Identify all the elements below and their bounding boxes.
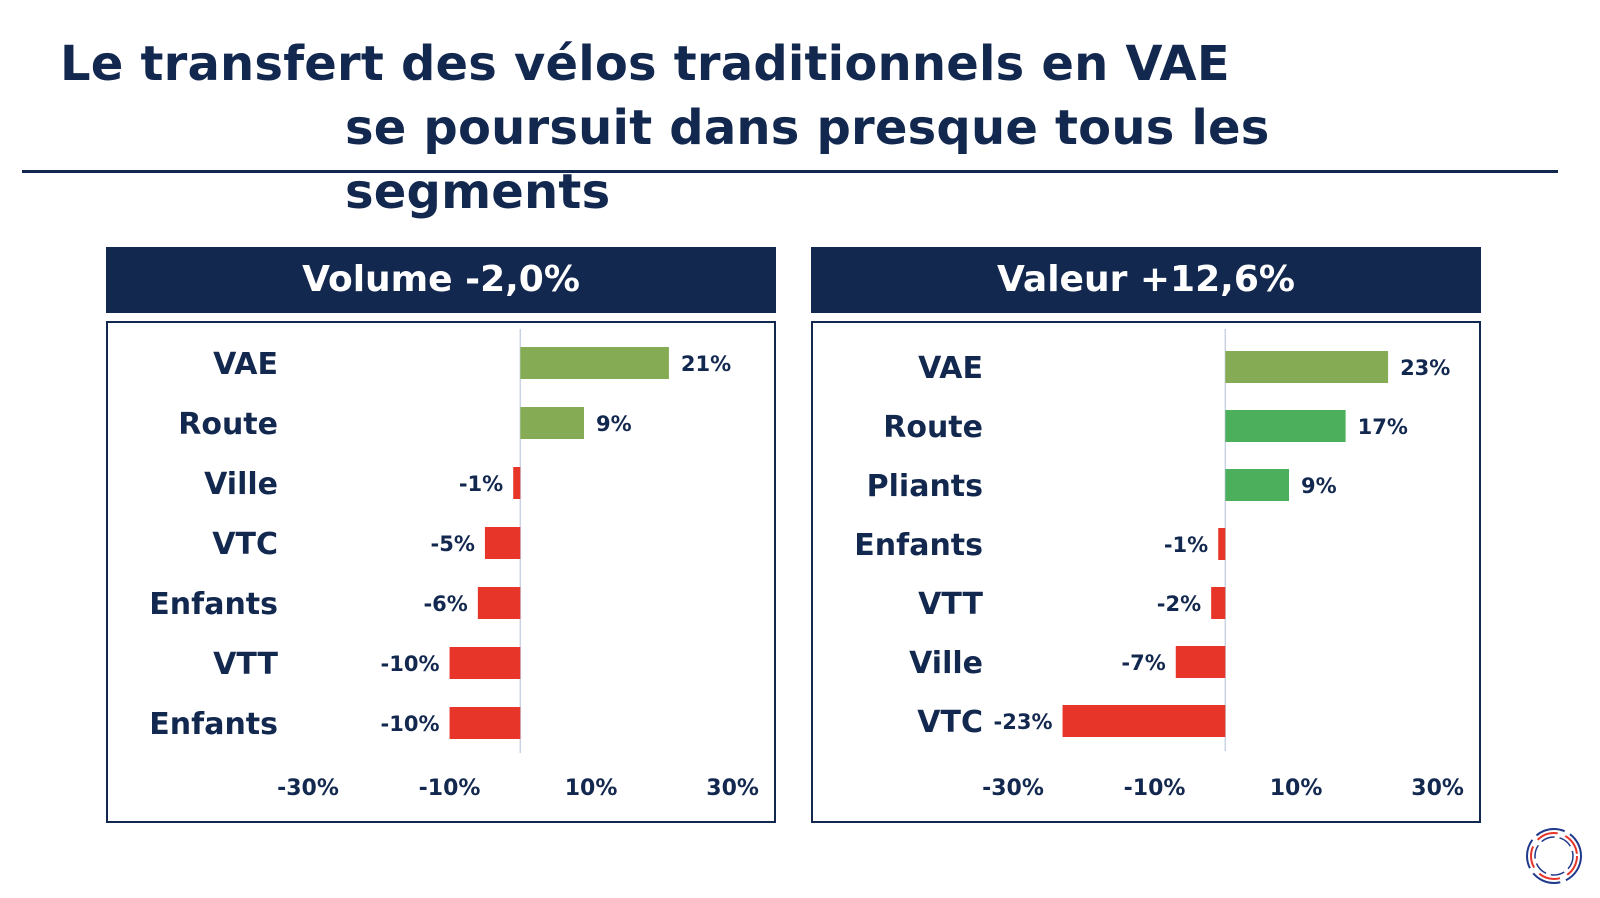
bar-7 — [449, 707, 521, 739]
bar-1 — [520, 347, 669, 379]
x-tick-label: -30% — [982, 776, 1044, 801]
category-label: VTC — [212, 527, 278, 562]
bar-3 — [1225, 469, 1289, 501]
bar-5 — [477, 587, 521, 619]
bar-1 — [1225, 351, 1389, 383]
value-label: -10% — [381, 712, 440, 736]
value-label: 23% — [1400, 356, 1450, 380]
x-tick-label: -10% — [1124, 776, 1186, 801]
category-label: Enfants — [854, 528, 983, 563]
value-label: -1% — [459, 472, 503, 496]
value-label: 9% — [1301, 474, 1337, 498]
value-chart-title: Valeur +12,6% — [811, 247, 1481, 313]
value-label: 17% — [1358, 415, 1408, 439]
union-sport-cycle-logo — [1524, 826, 1584, 886]
bar-5 — [1211, 587, 1226, 619]
category-label: VTC — [917, 705, 983, 740]
value-label: -23% — [994, 710, 1053, 734]
category-label: Route — [178, 407, 278, 442]
value-bar-chart: VAE 23% Route 17% Pliants 9% Enfants -1% VTT -2% V… — [854, 329, 1464, 801]
value-chart-box: VAE 23% Route 17% Pliants 9% Enfants -1% VTT -2% V… — [811, 321, 1481, 823]
category-label: Enfants — [149, 707, 278, 742]
bar-2 — [1225, 410, 1346, 442]
x-tick-label: 30% — [706, 776, 759, 801]
volume-bar-chart: VAE 21% Route 9% Ville -1% VTC -5% Enfants -6% VTT… — [149, 329, 759, 801]
bar-4 — [484, 527, 521, 559]
title-line-1: Le transfert des vélos traditionnels en … — [60, 36, 1230, 92]
bar-2 — [520, 407, 584, 439]
category-label: VTT — [213, 647, 278, 682]
volume-panel: Volume -2,0% VAE 21% Route 9% Ville -1% VTC -5%… — [106, 247, 776, 825]
x-tick-label: 10% — [1270, 776, 1323, 801]
value-label: -10% — [381, 652, 440, 676]
value-label: 9% — [596, 412, 632, 436]
page-title: Le transfert des vélos traditionnels en … — [60, 32, 1540, 224]
value-label: -1% — [1164, 533, 1208, 557]
value-label: -7% — [1121, 651, 1165, 675]
title-line-2: se poursuit dans presque tous les segmen… — [345, 100, 1270, 220]
x-tick-label: -10% — [419, 776, 481, 801]
bar-6 — [1175, 646, 1226, 678]
x-tick-label: -30% — [277, 776, 339, 801]
value-label: -2% — [1157, 592, 1201, 616]
category-label: Enfants — [149, 587, 278, 622]
x-tick-label: 10% — [565, 776, 618, 801]
value-panel: Valeur +12,6% VAE 23% Route 17% Pliants 9% Enf… — [811, 247, 1481, 825]
bar-6 — [449, 647, 521, 679]
bar-7 — [1062, 705, 1226, 737]
value-label: -5% — [431, 532, 475, 556]
category-label: Pliants — [867, 469, 983, 504]
volume-chart-box: VAE 21% Route 9% Ville -1% VTC -5% Enfants -6% VTT… — [106, 321, 776, 823]
category-label: Ville — [204, 467, 278, 502]
value-label: 21% — [681, 352, 731, 376]
bar-3 — [513, 467, 521, 499]
category-label: Ville — [909, 646, 983, 681]
category-label: VTT — [918, 587, 983, 622]
category-label: Route — [883, 410, 983, 445]
value-label: -6% — [423, 592, 467, 616]
title-divider — [22, 170, 1558, 173]
category-label: VAE — [213, 347, 278, 382]
volume-chart-title: Volume -2,0% — [106, 247, 776, 313]
category-label: VAE — [918, 351, 983, 386]
bar-4 — [1218, 528, 1226, 560]
x-tick-label: 30% — [1411, 776, 1464, 801]
